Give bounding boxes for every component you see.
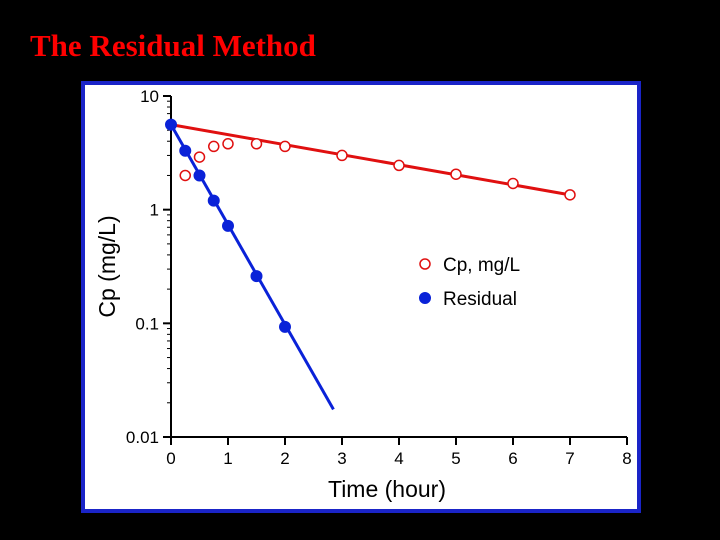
data-point-cp-mg-l bbox=[222, 138, 234, 150]
x-tick-label: 5 bbox=[451, 449, 460, 468]
x-tick-label: 4 bbox=[394, 449, 403, 468]
legend-marker bbox=[419, 258, 431, 270]
data-point-residual bbox=[222, 219, 234, 232]
data-point-cp-mg-l bbox=[564, 189, 576, 201]
x-tick-label: 6 bbox=[508, 449, 517, 468]
data-point-residual bbox=[279, 320, 291, 333]
data-point-cp-mg-l bbox=[336, 149, 348, 162]
chart-frame: 0.01 0.1 1 10 0 1 2 3 4 5 6 7 8 Time (hour) Cp (mg/L) C… bbox=[81, 81, 641, 513]
y-tick-label: 0.1 bbox=[135, 314, 159, 333]
x-tick-label: 0 bbox=[166, 449, 175, 468]
data-point-cp-mg-l bbox=[507, 177, 519, 190]
x-tick-label: 1 bbox=[223, 449, 232, 468]
fit-line-residual bbox=[169, 123, 335, 411]
data-point-residual bbox=[179, 144, 192, 157]
legend-label: Cp, mg/L bbox=[443, 255, 520, 276]
legend-label: Residual bbox=[443, 289, 517, 310]
x-tick-label: 8 bbox=[622, 449, 631, 468]
y-tick-label: 10 bbox=[140, 87, 159, 106]
data-point-residual bbox=[207, 194, 220, 207]
data-point-cp-mg-l bbox=[250, 138, 263, 150]
slide-title: The Residual Method bbox=[30, 28, 316, 63]
data-point-cp-mg-l bbox=[193, 151, 206, 163]
data-point-cp-mg-l bbox=[450, 168, 462, 180]
x-tick-label: 2 bbox=[280, 449, 289, 468]
x-tick-label: 3 bbox=[337, 449, 346, 468]
data-point-cp-mg-l bbox=[179, 169, 191, 182]
data-point-residual bbox=[165, 118, 177, 131]
y-axis-title: Cp (mg/L) bbox=[94, 215, 120, 317]
y-tick-label: 1 bbox=[150, 201, 159, 220]
x-tick-label: 7 bbox=[565, 449, 574, 468]
data-point-cp-mg-l bbox=[279, 140, 291, 153]
chart-svg: 0.01 0.1 1 10 0 1 2 3 4 5 6 7 8 Time (hour) Cp (mg/L) C… bbox=[94, 87, 632, 502]
data-point-residual bbox=[250, 270, 263, 283]
legend-marker bbox=[419, 292, 431, 304]
data-point-cp-mg-l bbox=[208, 140, 220, 153]
data-point-cp-mg-l bbox=[393, 159, 405, 172]
fit-line-cp-mg-l bbox=[170, 123, 571, 197]
x-axis-title: Time (hour) bbox=[328, 476, 446, 502]
y-tick-label: 0.01 bbox=[126, 428, 159, 447]
data-point-residual bbox=[193, 169, 206, 182]
plot-area: 0.01 0.1 1 10 0 1 2 3 4 5 6 7 8 Time (hour) Cp (mg/L) C… bbox=[94, 87, 632, 502]
